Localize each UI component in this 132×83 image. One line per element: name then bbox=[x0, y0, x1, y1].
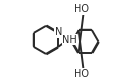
Text: NH: NH bbox=[62, 35, 77, 45]
Text: HO: HO bbox=[74, 4, 89, 14]
Text: HO: HO bbox=[74, 69, 89, 79]
Text: N: N bbox=[55, 27, 62, 37]
